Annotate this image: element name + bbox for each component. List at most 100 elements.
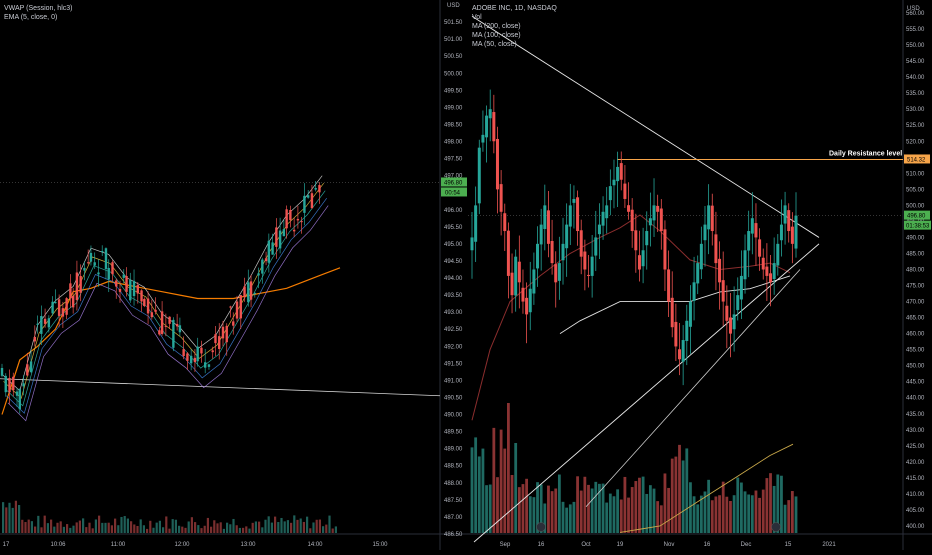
- left-volume-bar: [168, 528, 171, 533]
- right-x-tick: Nov: [664, 542, 675, 548]
- right-volume-bar: [470, 447, 474, 533]
- left-candle-body: [239, 295, 242, 319]
- right-candle-body: [652, 205, 656, 221]
- right-candle-body: [678, 349, 682, 360]
- ema-line: [7, 205, 329, 422]
- right-candle-body: [783, 205, 787, 224]
- right-candle-body: [612, 179, 616, 186]
- left-candle-body: [15, 391, 19, 396]
- right-volume-bar: [568, 504, 572, 533]
- right-volume-bar: [790, 491, 794, 533]
- right-candle-body: [583, 251, 587, 270]
- left-x-tick: 17: [3, 542, 10, 548]
- left-volume-bar: [110, 525, 113, 533]
- right-candle-body: [561, 243, 565, 261]
- right-y-tick: 485.00: [906, 251, 925, 257]
- left-volume-bar: [171, 519, 174, 533]
- left-volume-bar: [88, 522, 91, 533]
- left-volume-bar: [258, 521, 261, 533]
- right-x-tick: Sep: [500, 542, 511, 548]
- left-candle-body: [0, 367, 4, 376]
- left-y-tick: 489.00: [444, 447, 463, 453]
- left-volume-bar: [210, 526, 213, 533]
- left-y-tick: 492.50: [444, 327, 463, 333]
- right-volume-bar: [612, 496, 616, 533]
- earnings-marker: [771, 522, 781, 532]
- right-candle-body: [779, 224, 783, 241]
- right-volume-bar: [634, 481, 638, 533]
- right-candle-body: [499, 184, 503, 212]
- right-candle-body: [765, 266, 769, 276]
- left-volume-bar: [312, 522, 315, 533]
- right-volume-bar: [721, 481, 725, 533]
- left-volume-bar: [187, 521, 190, 533]
- left-y-tick: 491.50: [444, 361, 463, 367]
- right-candle-body: [699, 243, 703, 270]
- legend-vwap: VWAP (Session, hlc3): [4, 5, 73, 12]
- left-candle-body: [22, 383, 25, 387]
- left-candle-body: [186, 353, 189, 361]
- left-volume-bar: [216, 523, 219, 533]
- left-volume-bar: [277, 522, 280, 533]
- right-y-tick: 415.00: [906, 476, 925, 482]
- right-y-tick: 535.00: [906, 91, 925, 97]
- right-volume-bar: [474, 437, 478, 533]
- right-candle-body: [594, 237, 598, 256]
- right-volume-bar: [557, 474, 561, 533]
- left-countdown: 00:54: [445, 190, 461, 196]
- right-candle-body: [663, 229, 667, 270]
- left-volume-bar: [328, 515, 331, 533]
- right-candle-body: [510, 272, 514, 296]
- left-volume-bar: [248, 528, 251, 533]
- left-candle-body: [235, 301, 239, 319]
- right-candle-body: [492, 112, 496, 142]
- right-volume-bar: [565, 507, 569, 533]
- left-candle-body: [189, 355, 193, 364]
- right-volume-bar: [732, 495, 736, 533]
- right-candle-body: [750, 218, 754, 234]
- ema-line: [6, 197, 327, 414]
- right-candle-body: [648, 218, 652, 226]
- left-candle-body: [225, 325, 228, 343]
- right-candle-body: [576, 197, 580, 232]
- right-volume-bar: [477, 456, 481, 533]
- ema-line: [4, 190, 326, 407]
- left-volume-bar: [222, 528, 225, 533]
- right-volume-bar: [765, 478, 769, 533]
- right-volume-bar: [517, 487, 521, 533]
- left-candle-body: [172, 319, 175, 348]
- legend-ema: EMA (5, close, 0): [4, 14, 58, 21]
- right-candle-body: [769, 273, 773, 283]
- right-volume-bar: [547, 485, 550, 533]
- ema-line: [3, 182, 324, 399]
- right-volume-bar: [689, 482, 692, 533]
- right-countdown-bg: [904, 220, 931, 230]
- right-y-tick: 470.00: [906, 300, 925, 306]
- left-volume-bar: [69, 527, 72, 533]
- left-volume-bar: [309, 528, 312, 533]
- left-currency-label: USD: [447, 3, 460, 9]
- right-candle-body: [656, 205, 660, 212]
- left-volume-bar: [238, 527, 241, 533]
- left-x-tick: 11:00: [111, 542, 126, 548]
- left-y-tick: 488.00: [444, 481, 463, 487]
- right-candle-body: [790, 226, 794, 244]
- left-candle-body: [86, 262, 90, 264]
- left-volume-bar: [331, 528, 334, 533]
- right-volume-bar: [507, 403, 510, 533]
- left-y-tick: 490.50: [444, 395, 463, 401]
- left-volume-bar: [104, 522, 107, 533]
- left-candle-body: [275, 227, 278, 247]
- right-candle-body: [495, 138, 499, 190]
- left-candle-body: [257, 273, 260, 276]
- right-y-tick: 550.00: [906, 43, 925, 49]
- left-candle-body: [107, 267, 110, 280]
- inner-support-line: [585, 269, 801, 508]
- left-volume-bar: [130, 521, 133, 533]
- legend-vol: Vol: [472, 14, 482, 21]
- left-candle-body: [47, 318, 51, 328]
- right-volume-bar: [503, 448, 507, 533]
- right-y-tick: 405.00: [906, 508, 925, 514]
- left-candle-body: [214, 334, 217, 344]
- left-volume-bar: [117, 525, 120, 533]
